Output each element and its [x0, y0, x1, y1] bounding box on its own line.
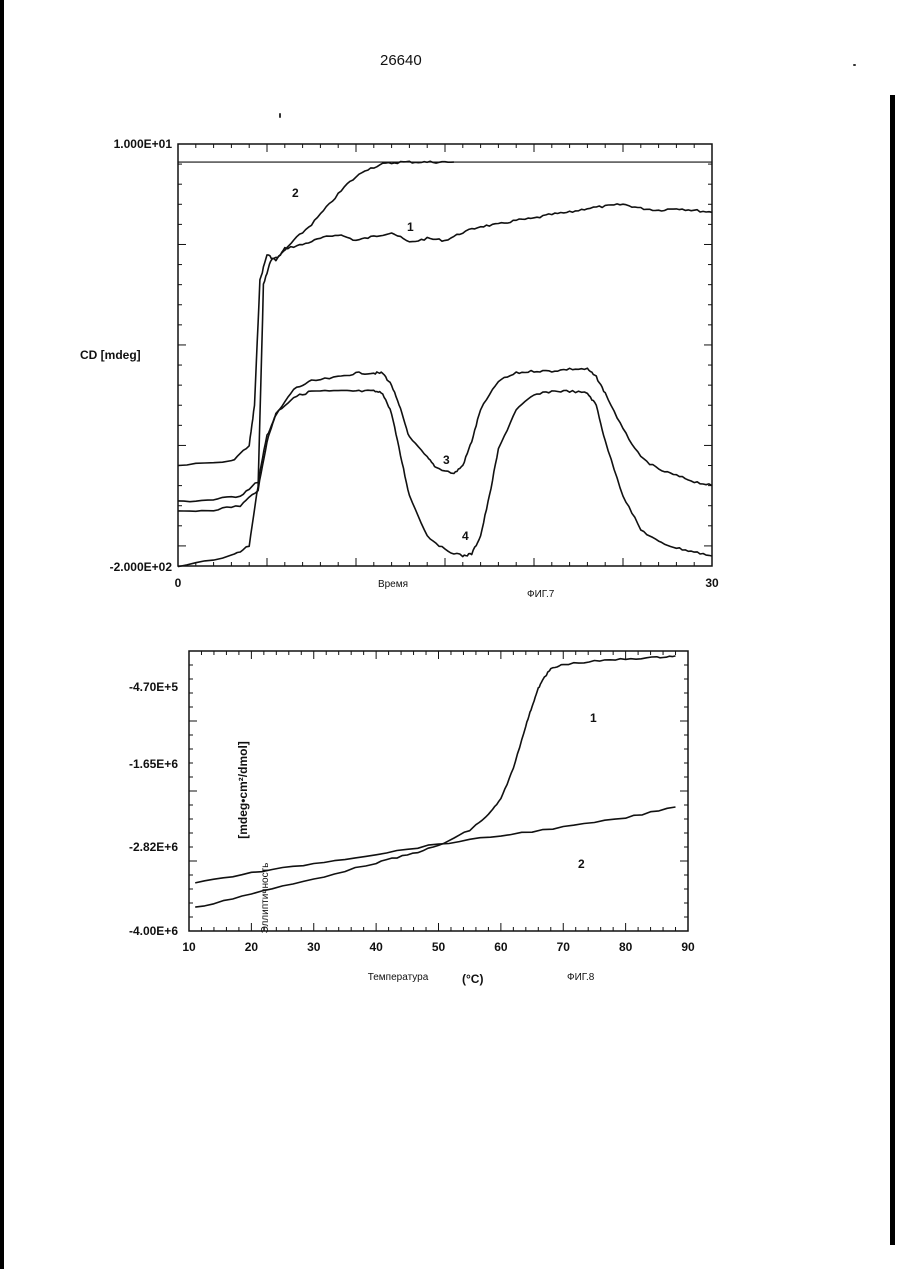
fig8-y-tick-0: -4.70E+5: [129, 680, 178, 694]
fig8-curve-label-1: 1: [590, 711, 597, 725]
fig7-x-tick-30: 30: [705, 576, 719, 590]
fig7-series: [178, 161, 712, 566]
fig8-x-axis-label: Температура: [368, 972, 429, 983]
fig7-y-bottom-label: -2.000E+02: [110, 560, 173, 574]
fig8-x-tick-label: 60: [494, 940, 508, 954]
fig7-figure-label: ФИГ.7: [527, 589, 555, 600]
series-3-line: [178, 368, 712, 502]
fig8-x-tick-label: 90: [681, 940, 695, 954]
fig7-curve-label-1: 1: [407, 220, 414, 234]
fig8-y-tick-2: -2.82E+6: [129, 840, 178, 854]
fig7-y-axis-label: CD [mdeg]: [80, 348, 141, 362]
fig8-curve-label-2: 2: [578, 857, 585, 871]
fig7-y-top-label: 1.000E+01: [114, 137, 173, 151]
fig8-x-tick-label: 10: [182, 940, 196, 954]
fig8-y-tick-1: -1.65E+6: [129, 757, 178, 771]
fig8-y-tick-3: -4.00E+6: [129, 924, 178, 938]
figure-8-chart: -4.70E+5 -1.65E+6 -2.82E+6 -4.00E+6 10 20…: [0, 640, 900, 1040]
fig8-y-axis-secondary-label: Эллиптичность: [260, 863, 271, 934]
fig8-x-tick-label: 30: [307, 940, 321, 954]
fig7-x-tick-0: 0: [175, 576, 182, 590]
fig8-x-tick-labels: 10 20 30 40 50 60 70 80 90: [182, 940, 695, 954]
fig8-x-axis-unit: (°C): [462, 972, 483, 986]
figure-7-chart: 1.000E+01 -2.000E+02 CD [mdeg] 0 30 Врем…: [0, 0, 900, 640]
fig8-x-tick-label: 40: [369, 940, 383, 954]
fig7-plot-area: [178, 144, 712, 567]
series-1-line: [178, 204, 712, 466]
fig7-curve-label-3: 3: [443, 453, 450, 467]
fig7-x-axis-label: Время: [378, 579, 408, 590]
fig7-curve-label-2: 2: [292, 186, 299, 200]
fig8-x-tick-label: 70: [557, 940, 571, 954]
fig8-x-tick-label: 80: [619, 940, 633, 954]
fig7-curve-label-4: 4: [462, 529, 469, 543]
fig8-x-tick-label: 20: [245, 940, 259, 954]
fig8-y-axis-label: [mdeg•cm²/dmol]: [236, 741, 250, 839]
fig8-x-tick-label: 50: [432, 940, 446, 954]
fig8-figure-label: ФИГ.8: [567, 972, 595, 983]
